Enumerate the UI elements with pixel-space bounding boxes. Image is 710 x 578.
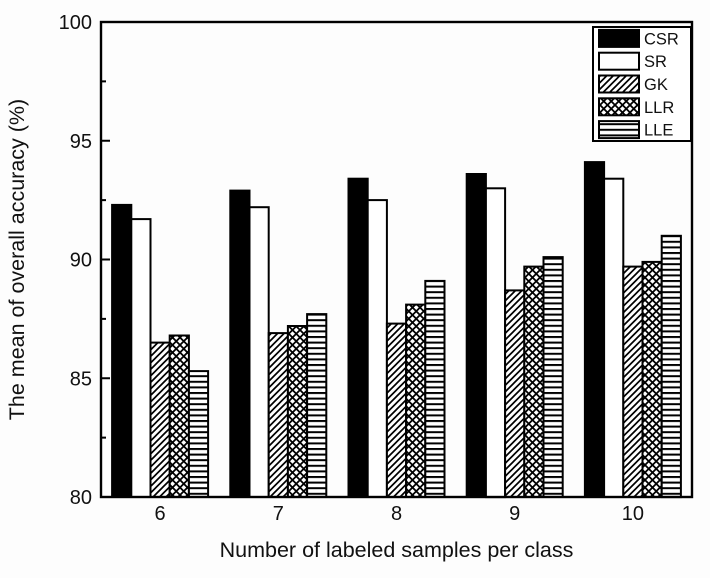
bar-LLR-6 xyxy=(168,334,190,498)
bar-LLE-10 xyxy=(660,234,682,499)
bar-LLR-7 xyxy=(286,325,309,498)
bar-LLR-9 xyxy=(523,265,545,498)
bar-GK-9 xyxy=(504,289,526,498)
bar-SR-9 xyxy=(484,187,507,499)
y-tick-label: 90 xyxy=(70,250,92,272)
x-tick-label: 9 xyxy=(509,503,520,525)
legend: CSR SR GK LLR LLE xyxy=(592,26,692,142)
bar-LLE-7 xyxy=(306,313,328,498)
bar-LLR-8 xyxy=(405,303,427,498)
legend-swatch-GK xyxy=(598,74,640,94)
legend-swatch-CSR xyxy=(598,28,640,48)
bar-CSR-6 xyxy=(111,203,133,498)
x-tick-label: 8 xyxy=(391,503,402,525)
bar-SR-6 xyxy=(130,218,152,498)
legend-label-SR: SR xyxy=(644,53,667,71)
y-tick-label: 100 xyxy=(59,12,92,34)
y-tick-label: 95 xyxy=(70,131,92,153)
bar-CSR-8 xyxy=(347,177,369,498)
legend-label-CSR: CSR xyxy=(644,30,679,48)
y-tick-label: 80 xyxy=(70,487,92,509)
bar-LLR-10 xyxy=(641,260,663,498)
x-axis-title: Number of labeled samples per class xyxy=(220,538,574,562)
bar-GK-10 xyxy=(622,265,644,498)
axes-layer: 80 85 90 95 100 6 7 8 9 10 Number of labeled sampl… xyxy=(5,12,694,562)
bar-CSR-9 xyxy=(465,173,487,498)
bar-SR-7 xyxy=(248,206,270,498)
bar-CSR-10 xyxy=(583,161,606,498)
legend-swatch-LLR xyxy=(598,97,640,117)
bar-LLE-8 xyxy=(424,279,446,498)
y-axis-title: The mean of overall accuracy (%) xyxy=(5,99,29,420)
bar-GK-7 xyxy=(267,332,289,498)
x-tick-label: 7 xyxy=(273,503,284,525)
bar-LLE-9 xyxy=(542,256,564,498)
x-tick-label: 6 xyxy=(155,503,166,525)
bars-layer xyxy=(111,161,682,499)
legend-label-LLE: LLE xyxy=(644,122,673,140)
bar-GK-6 xyxy=(149,341,171,498)
bar-SR-10 xyxy=(603,177,625,498)
legend-swatch-LLE xyxy=(598,120,640,140)
bar-CSR-7 xyxy=(229,189,251,498)
legend-swatch-SR xyxy=(598,51,640,71)
x-tick-label: 10 xyxy=(622,503,644,525)
legend-label-LLR: LLR xyxy=(644,99,674,117)
bar-SR-8 xyxy=(366,199,388,498)
y-tick-label: 85 xyxy=(70,368,92,390)
legend-label-GK: GK xyxy=(644,76,668,94)
bar-GK-8 xyxy=(385,322,408,498)
bar-LLE-6 xyxy=(187,370,210,499)
